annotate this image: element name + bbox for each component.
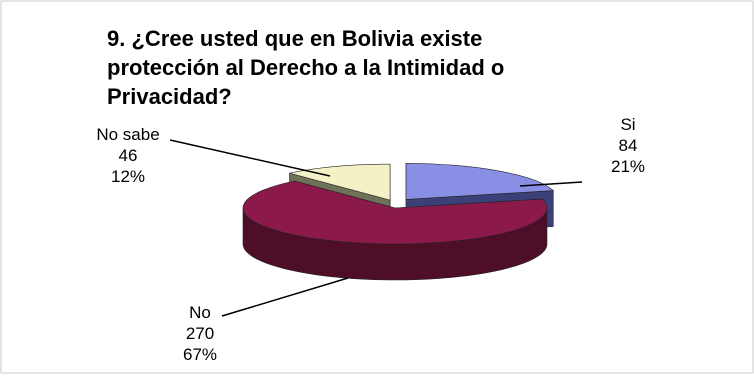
pie-slices [242, 163, 554, 281]
slice-value-si: 84 [619, 136, 638, 155]
pie-labels: Si 84 21% No 270 67% No sabe 46 12% [96, 115, 645, 364]
slice-percent-no-sabe: 12% [111, 167, 145, 186]
chart-title-line-2: protección al Derecho a la Intimidad o [107, 55, 504, 80]
slice-label-no-sabe: No sabe [96, 125, 159, 144]
leader-line-no [221, 277, 349, 317]
slice-label-no: No [189, 303, 211, 322]
chart-title-line-1: 9. ¿Cree usted que en Bolivia existe [107, 26, 482, 51]
slice-label-si: Si [620, 115, 635, 134]
leader-line-si [519, 181, 583, 187]
slice-value-no-sabe: 46 [119, 146, 138, 165]
slice-value-no: 270 [186, 324, 214, 343]
pie-slice-si [405, 163, 554, 200]
slice-percent-si: 21% [611, 157, 645, 176]
leader-line-no-sabe [169, 139, 331, 177]
chart-title-line-3: Privacidad? [107, 84, 232, 109]
pie-slice-no [242, 180, 548, 245]
slice-percent-no: 67% [183, 345, 217, 364]
